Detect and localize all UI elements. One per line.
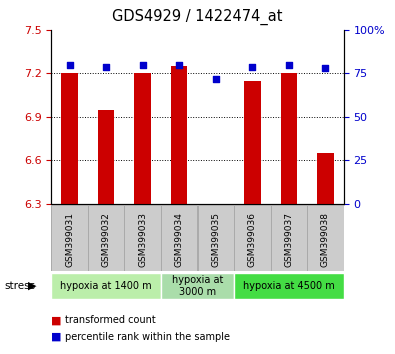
Bar <box>234 273 344 299</box>
Bar <box>88 205 124 271</box>
Bar <box>171 66 188 204</box>
Text: ■: ■ <box>51 315 62 325</box>
Bar <box>161 273 234 299</box>
Text: GSM399037: GSM399037 <box>284 212 293 267</box>
Point <box>322 65 329 71</box>
Point <box>103 64 109 69</box>
Text: GSM399034: GSM399034 <box>175 212 184 267</box>
Text: hypoxia at 4500 m: hypoxia at 4500 m <box>243 281 335 291</box>
Bar <box>98 110 115 204</box>
Bar <box>51 205 88 271</box>
Bar <box>271 205 307 271</box>
Text: GDS4929 / 1422474_at: GDS4929 / 1422474_at <box>112 9 283 25</box>
Bar <box>134 74 151 204</box>
Point <box>213 76 219 81</box>
Point <box>139 62 146 68</box>
Point <box>249 64 256 69</box>
Text: transformed count: transformed count <box>65 315 156 325</box>
Text: GSM399038: GSM399038 <box>321 212 330 267</box>
Bar <box>280 74 297 204</box>
Text: percentile rank within the sample: percentile rank within the sample <box>65 332 230 342</box>
Point <box>176 62 182 68</box>
Text: GSM399033: GSM399033 <box>138 212 147 267</box>
Bar <box>234 205 271 271</box>
Bar <box>51 273 161 299</box>
Bar <box>198 205 234 271</box>
Text: stress: stress <box>4 281 35 291</box>
Bar <box>61 74 78 204</box>
Bar <box>161 205 198 271</box>
Point <box>286 62 292 68</box>
Text: ■: ■ <box>51 332 62 342</box>
Text: GSM399032: GSM399032 <box>102 212 111 267</box>
Text: hypoxia at
3000 m: hypoxia at 3000 m <box>172 275 223 297</box>
Point <box>66 62 73 68</box>
Text: GSM399031: GSM399031 <box>65 212 74 267</box>
Text: GSM399035: GSM399035 <box>211 212 220 267</box>
Text: ▶: ▶ <box>28 281 37 291</box>
Bar <box>244 81 261 204</box>
Bar <box>307 205 344 271</box>
Bar <box>317 153 334 204</box>
Bar <box>124 205 161 271</box>
Text: GSM399036: GSM399036 <box>248 212 257 267</box>
Text: hypoxia at 1400 m: hypoxia at 1400 m <box>60 281 152 291</box>
